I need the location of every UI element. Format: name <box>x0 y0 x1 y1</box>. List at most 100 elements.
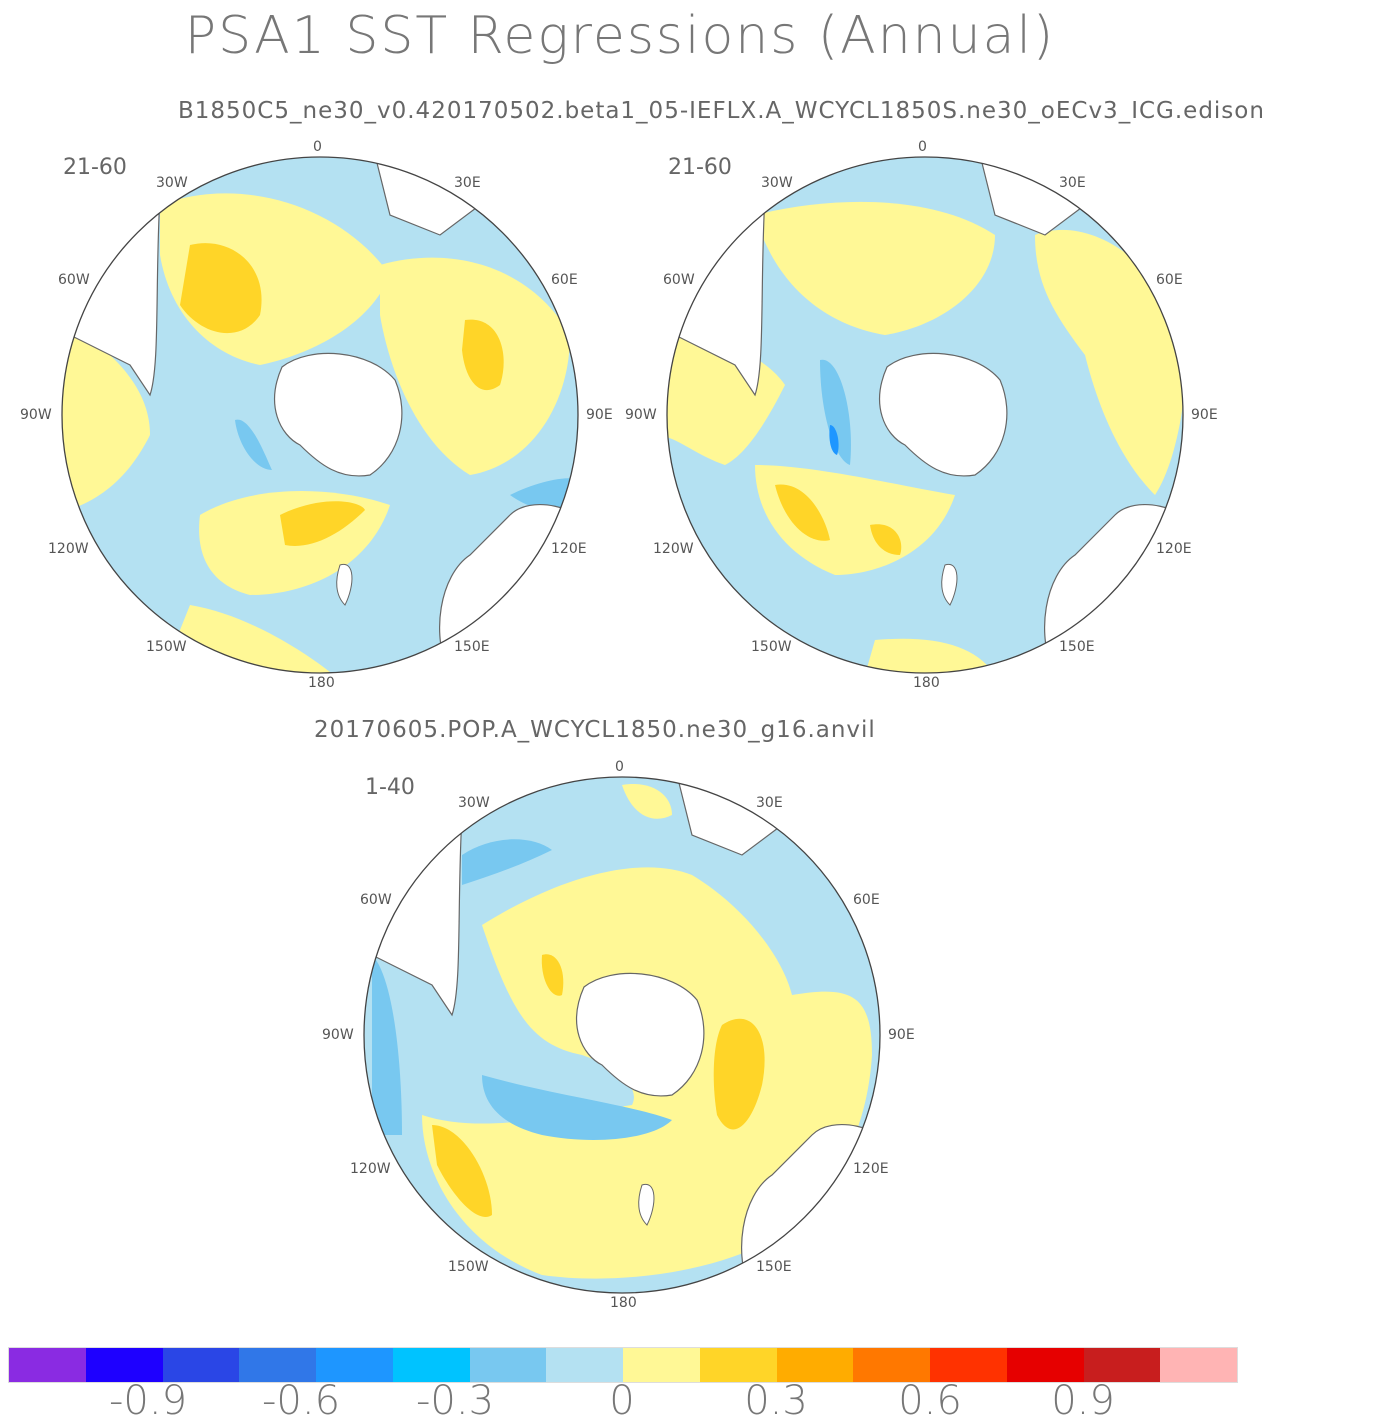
figure-title: PSA1 SST Regressions (Annual) <box>184 6 1056 66</box>
colorbar-swatch <box>9 1348 86 1382</box>
map-boundary <box>666 156 1184 674</box>
lon-label: 180 <box>308 675 335 691</box>
colorbar-label: 0.3 <box>744 1378 808 1424</box>
sst-negative-core <box>829 425 839 455</box>
lon-label: 180 <box>913 675 940 691</box>
map-boundary <box>61 156 579 674</box>
sst-negative-core <box>372 955 402 1135</box>
new-zealand-landmass <box>638 1183 655 1226</box>
lon-label: 150W <box>751 639 792 655</box>
polar-map-3 <box>363 776 881 1294</box>
lon-label: 30W <box>156 175 188 191</box>
antarctica-landmass <box>576 972 705 1097</box>
lon-label: 150W <box>448 1259 489 1275</box>
panel-years: 1-40 <box>365 775 415 800</box>
lon-label: 30E <box>1059 175 1086 191</box>
lon-label: 0 <box>615 759 624 775</box>
lon-label: 120E <box>551 541 587 557</box>
lon-label: 120W <box>48 541 89 557</box>
sst-positive-region <box>1035 230 1183 495</box>
sst-positive-region <box>755 465 955 575</box>
lon-label: 60E <box>853 892 880 908</box>
lon-label: 90E <box>888 1027 915 1043</box>
sst-positive-region <box>865 638 995 673</box>
lon-label: 150E <box>1059 639 1095 655</box>
sst-positive-core <box>870 524 902 555</box>
panel-years: 21-60 <box>63 155 127 180</box>
lon-label: 60W <box>58 272 90 288</box>
lon-label: 0 <box>918 139 927 155</box>
sst-positive-region <box>755 201 995 335</box>
top-run-subtitle: B1850C5_ne30_v0.420170502.beta1_05-IEFLX… <box>178 98 1265 124</box>
map-boundary <box>363 776 881 1294</box>
lon-label: 120W <box>350 1161 391 1177</box>
lon-label: 120W <box>653 541 694 557</box>
polar-map-1 <box>61 156 579 674</box>
colorbar-swatch <box>85 1348 163 1382</box>
sst-negative-core <box>820 359 851 465</box>
lon-label: 120E <box>1156 541 1192 557</box>
lon-label: 90E <box>1191 407 1218 423</box>
sst-positive-core <box>180 243 262 334</box>
south-america-landmass <box>667 193 766 397</box>
sst-positive-core <box>541 954 564 996</box>
sst-positive-core <box>775 484 830 541</box>
colorbar-label: -0.3 <box>415 1378 495 1424</box>
lon-label: 180 <box>610 1295 637 1311</box>
sst-positive-region <box>62 315 150 515</box>
colorbar-swatch <box>546 1348 623 1382</box>
bottom-run-subtitle: 20170605.POP.A_WCYCL1850.ne30_g16.anvil <box>314 717 876 743</box>
sst-positive-core <box>432 1125 492 1217</box>
colorbar-swatch <box>853 1348 930 1382</box>
colorbar-swatch <box>699 1348 777 1382</box>
lon-label: 150E <box>756 1259 792 1275</box>
south-america-landmass <box>62 193 161 397</box>
antarctica-landmass <box>879 352 1008 477</box>
colorbar-swatch <box>930 1348 1007 1382</box>
new-zealand-landmass <box>336 563 353 606</box>
polar-map-2 <box>666 156 1184 674</box>
sst-positive-core <box>713 1018 765 1130</box>
colorbar-label: -0.6 <box>261 1378 341 1424</box>
lon-label: 90W <box>20 407 52 423</box>
lon-label: 90E <box>586 407 613 423</box>
lon-label: 60E <box>1156 272 1183 288</box>
map-panel-2: 21-60 0 30E 60E 90E 120E 150E 180 150W 1… <box>615 135 1235 695</box>
colorbar-swatch <box>776 1348 854 1382</box>
lon-label: 90W <box>322 1027 354 1043</box>
colorbar-swatch <box>162 1348 240 1382</box>
sst-positive-core <box>280 501 365 546</box>
lon-label: 60W <box>360 892 392 908</box>
panel-years: 21-60 <box>668 155 732 180</box>
lon-label: 90W <box>625 407 657 423</box>
lon-label: 30E <box>756 795 783 811</box>
sst-positive-region <box>622 784 672 819</box>
colorbar-swatch <box>392 1348 470 1382</box>
colorbar-swatch <box>239 1348 316 1382</box>
sst-negative-core <box>462 839 552 885</box>
lon-label: 30W <box>761 175 793 191</box>
lon-label: 30E <box>454 175 481 191</box>
lon-label: 120E <box>853 1161 889 1177</box>
south-america-landmass <box>364 813 463 1017</box>
colorbar-label: 0.9 <box>1051 1378 1115 1424</box>
lon-label: 0 <box>313 139 322 155</box>
lon-label: 60W <box>663 272 695 288</box>
antarctica-landmass <box>274 352 403 477</box>
colorbar-swatch <box>316 1348 393 1382</box>
new-zealand-landmass <box>941 563 958 606</box>
colorbar-label: 0 <box>609 1378 635 1424</box>
sst-negative-core <box>235 419 272 470</box>
sst-negative-core <box>482 1075 672 1140</box>
lon-label: 150W <box>146 639 187 655</box>
lon-label: 30W <box>458 795 490 811</box>
colorbar-swatch <box>1083 1348 1161 1382</box>
colorbar-swatch <box>1006 1348 1084 1382</box>
colorbar <box>8 1347 1238 1383</box>
colorbar-label: 0.6 <box>898 1378 962 1424</box>
colorbar-swatch <box>1160 1348 1237 1382</box>
colorbar-label: -0.9 <box>108 1378 188 1424</box>
sst-positive-core <box>462 319 504 391</box>
lon-label: 150E <box>454 639 490 655</box>
colorbar-swatch <box>469 1348 547 1382</box>
